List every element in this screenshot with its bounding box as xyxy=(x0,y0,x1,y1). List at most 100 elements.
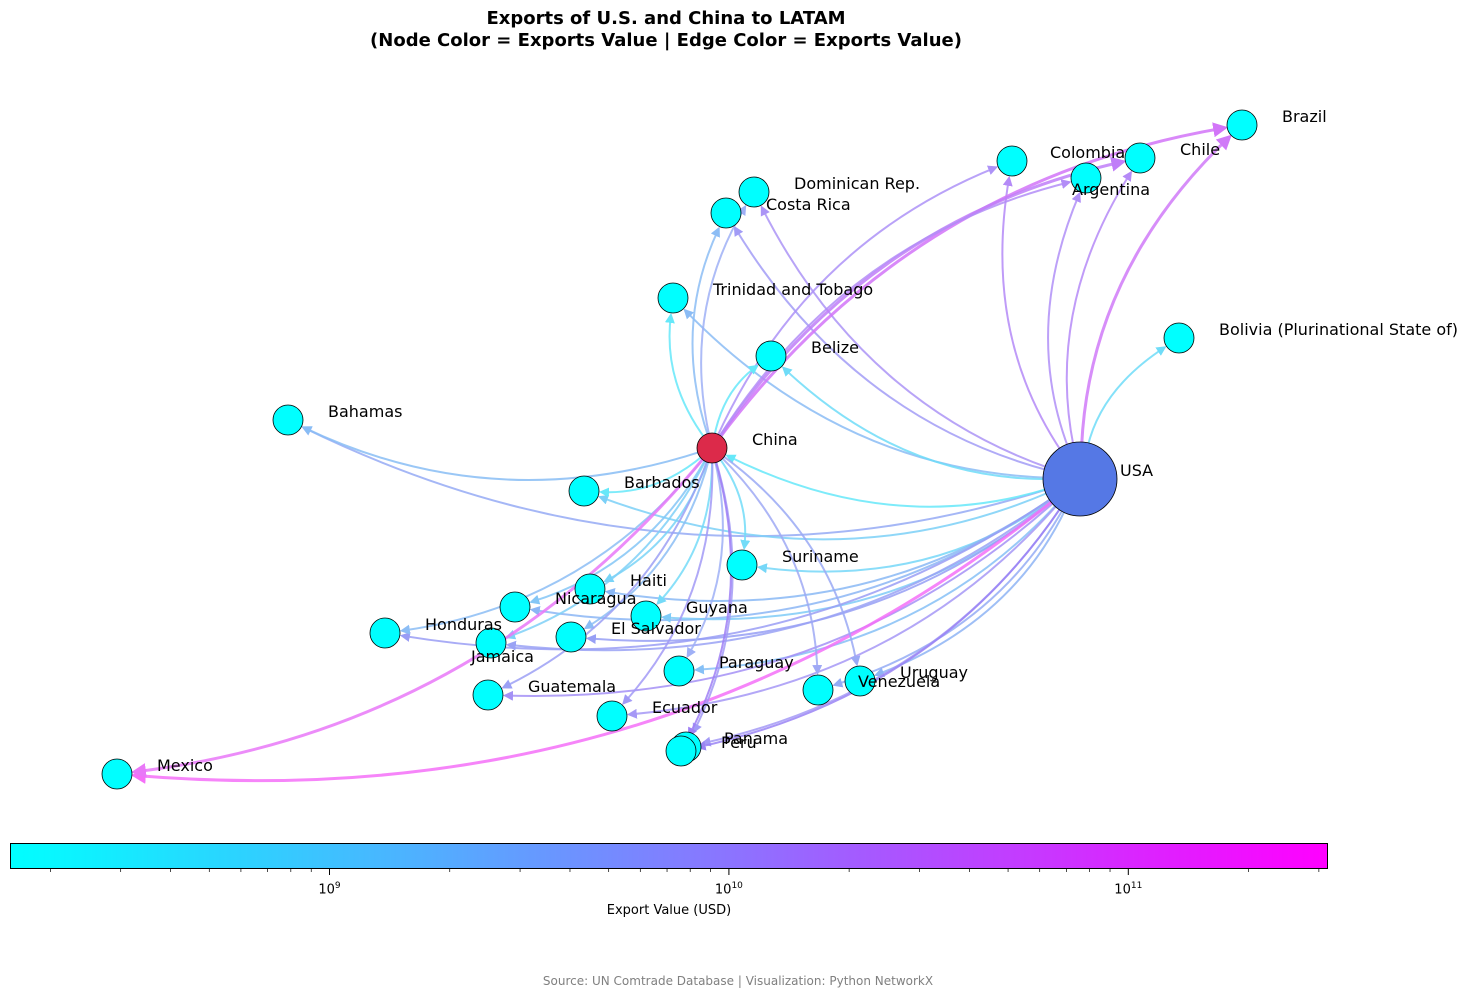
node-costa-rica xyxy=(710,197,742,229)
edge-china-to-paraguay xyxy=(686,458,724,659)
node-nicaragua xyxy=(499,591,531,623)
colorbar-tick-base: 10 xyxy=(1114,882,1131,898)
node-mexico xyxy=(101,758,133,790)
node-label-uruguay: Uruguay xyxy=(900,663,968,682)
node-paraguay xyxy=(663,655,695,687)
edge-china-to-colombia xyxy=(715,165,999,439)
node-belize xyxy=(755,340,787,372)
edge-usa-to-brazil xyxy=(1080,134,1232,447)
node-peru xyxy=(665,735,697,767)
node-china xyxy=(696,432,728,464)
chart-title-line1: Exports of U.S. and China to LATAM xyxy=(486,8,846,29)
node-guyana xyxy=(630,600,662,632)
node-label-el-salvador: El Salvador xyxy=(611,619,701,638)
source-note: Source: UN Comtrade Database | Visualiza… xyxy=(542,974,934,988)
node-colombia xyxy=(996,145,1028,177)
node-label-jamaica: Jamaica xyxy=(470,647,534,666)
node-guatemala xyxy=(472,679,504,711)
node-label-bahamas: Bahamas xyxy=(328,402,402,421)
node-label-china: China xyxy=(752,430,798,449)
node-barbados xyxy=(568,475,600,507)
label-layer: USA China Brazil Chile Argentina Colombia Domi… xyxy=(157,107,1458,775)
node-label-guyana: Guyana xyxy=(686,598,748,617)
edge-usa-to-mexico xyxy=(130,498,1056,784)
node-label-usa: USA xyxy=(1120,461,1153,480)
edge-china-to-trinidad-and-tobago xyxy=(664,312,707,440)
node-label-haiti: Haiti xyxy=(630,571,667,590)
edge-china-to-argentina xyxy=(717,179,1072,440)
colorbar-tick-label: 1011 xyxy=(1114,881,1142,897)
node-label-trinidad-and-tobago: Trinidad and Tobago xyxy=(712,280,873,299)
edge-china-to-chile xyxy=(716,156,1127,440)
node-label-belize: Belize xyxy=(811,338,859,357)
edge-usa-to-belize xyxy=(781,366,1048,481)
network-graph: USA China Brazil Chile Argentina Colombia Domi… xyxy=(101,107,1458,790)
node-argentina xyxy=(1070,162,1102,194)
node-label-peru: Peru xyxy=(721,733,757,752)
edge-usa-to-paraguay xyxy=(694,502,1059,675)
edge-usa-to-colombia xyxy=(1001,175,1063,453)
colorbar-tick-base: 10 xyxy=(318,882,335,898)
edge-china-to-ecuador xyxy=(622,458,714,705)
node-honduras xyxy=(369,617,401,649)
node-haiti xyxy=(574,573,606,605)
edge-china-to-venezuela xyxy=(719,454,823,675)
edge-china-to-costa-rica xyxy=(691,226,720,438)
node-label-nicaragua: Nicaragua xyxy=(555,589,637,608)
colorbar-tick-base: 10 xyxy=(714,882,732,898)
edge-china-to-jamaica xyxy=(505,457,708,640)
colorbar-tick-exponent: 10 xyxy=(731,881,743,891)
node-label-panama: Panama xyxy=(724,729,788,748)
node-label-colombia: Colombia xyxy=(1050,143,1125,162)
edge-china-to-guatemala xyxy=(501,457,710,689)
chart-title-line2: (Node Color = Exports Value | Edge Color… xyxy=(370,30,962,51)
node-label-bolivia: Bolivia (Plurinational State of) xyxy=(1219,320,1458,339)
node-label-ecuador: Ecuador xyxy=(652,698,718,717)
node-layer xyxy=(101,109,1258,790)
node-label-venezuela: Venezuela xyxy=(858,672,940,691)
edge-china-to-bahamas xyxy=(301,426,702,481)
node-bahamas xyxy=(272,404,304,436)
edge-usa-to-dominican-rep xyxy=(760,205,1050,469)
edge-china-to-nicaragua xyxy=(529,457,708,605)
edge-usa-to-jamaica xyxy=(505,498,1055,652)
edge-china-to-belize xyxy=(713,364,759,438)
node-trinidad-and-tobago xyxy=(657,282,689,314)
colorbar xyxy=(10,843,1328,869)
node-label-mexico: Mexico xyxy=(157,756,213,775)
node-label-chile: Chile xyxy=(1180,140,1220,159)
edge-china-to-peru xyxy=(687,458,733,738)
edge-usa-to-trinidad-and-tobago xyxy=(683,308,1048,479)
colorbar-tick-exponent: 11 xyxy=(1130,881,1143,891)
node-dominican-rep xyxy=(738,176,770,208)
node-label-suriname: Suriname xyxy=(782,547,859,566)
colorbar-tick-exponent: 9 xyxy=(334,881,341,891)
edge-china-to-dominican-rep xyxy=(700,204,747,438)
node-label-costa-rica: Costa Rica xyxy=(766,195,851,214)
node-label-paraguay: Paraguay xyxy=(719,653,794,672)
node-label-guatemala: Guatemala xyxy=(528,677,616,696)
edge-usa-to-guatemala xyxy=(503,500,1057,701)
node-label-argentina: Argentina xyxy=(1072,180,1150,199)
edge-china-to-suriname xyxy=(717,456,751,551)
node-label-honduras: Honduras xyxy=(425,615,502,634)
node-el-salvador xyxy=(555,621,587,653)
node-uruguay xyxy=(844,665,876,697)
colorbar-label: Export Value (USD) xyxy=(606,903,732,918)
edge-usa-to-bahamas xyxy=(301,426,1049,538)
chart-title: Exports of U.S. and China to LATAM (Node… xyxy=(0,8,1332,52)
node-label-brazil: Brazil xyxy=(1282,107,1327,126)
edge-china-to-uruguay xyxy=(720,453,861,667)
node-bolivia xyxy=(1163,322,1195,354)
node-suriname xyxy=(726,549,758,581)
colorbar-tick-label: 109 xyxy=(318,881,340,897)
edge-china-to-barbados xyxy=(599,454,705,498)
edge-usa-to-venezuela xyxy=(832,507,1065,688)
edge-usa-to-costa-rica xyxy=(733,225,1049,472)
node-usa xyxy=(1042,441,1118,517)
node-venezuela xyxy=(802,674,834,706)
node-jamaica xyxy=(475,627,507,659)
node-label-barbados: Barbados xyxy=(624,473,700,492)
node-brazil xyxy=(1226,109,1258,141)
